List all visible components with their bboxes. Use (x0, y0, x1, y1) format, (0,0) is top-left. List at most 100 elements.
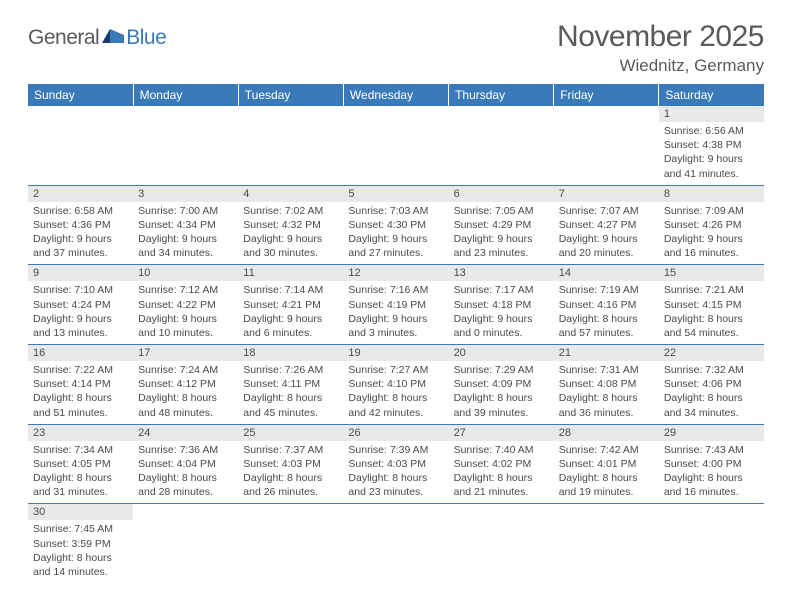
calendar-cell (449, 504, 554, 583)
sunrise-text: Sunrise: 7:12 AM (138, 283, 233, 297)
day-details: Sunrise: 7:36 AMSunset: 4:04 PMDaylight:… (133, 441, 238, 504)
daylight-text: Daylight: 9 hours (559, 232, 654, 246)
day-number: 19 (343, 345, 448, 361)
calendar-week-row: 16Sunrise: 7:22 AMSunset: 4:14 PMDayligh… (28, 345, 764, 425)
calendar-cell: 26Sunrise: 7:39 AMSunset: 4:03 PMDayligh… (343, 424, 448, 504)
sunrise-text: Sunrise: 6:56 AM (664, 124, 759, 138)
sunrise-text: Sunrise: 7:29 AM (454, 363, 549, 377)
sunrise-text: Sunrise: 7:24 AM (138, 363, 233, 377)
day-number: 23 (28, 425, 133, 441)
sunrise-text: Sunrise: 7:14 AM (243, 283, 338, 297)
daylight-text: and 28 minutes. (138, 485, 233, 499)
day-number (238, 504, 343, 520)
sunset-text: Sunset: 4:26 PM (664, 218, 759, 232)
daylight-text: and 57 minutes. (559, 326, 654, 340)
sunset-text: Sunset: 4:04 PM (138, 457, 233, 471)
sunrise-text: Sunrise: 7:42 AM (559, 443, 654, 457)
day-details: Sunrise: 7:24 AMSunset: 4:12 PMDaylight:… (133, 361, 238, 424)
calendar-cell: 29Sunrise: 7:43 AMSunset: 4:00 PMDayligh… (659, 424, 764, 504)
calendar-cell: 23Sunrise: 7:34 AMSunset: 4:05 PMDayligh… (28, 424, 133, 504)
sunrise-text: Sunrise: 7:36 AM (138, 443, 233, 457)
day-details: Sunrise: 6:58 AMSunset: 4:36 PMDaylight:… (28, 202, 133, 265)
sunset-text: Sunset: 4:18 PM (454, 298, 549, 312)
daylight-text: and 20 minutes. (559, 246, 654, 260)
day-details: Sunrise: 7:39 AMSunset: 4:03 PMDaylight:… (343, 441, 448, 504)
day-number: 13 (449, 265, 554, 281)
day-number (28, 106, 133, 122)
day-details: Sunrise: 7:22 AMSunset: 4:14 PMDaylight:… (28, 361, 133, 424)
day-details: Sunrise: 7:43 AMSunset: 4:00 PMDaylight:… (659, 441, 764, 504)
day-number: 27 (449, 425, 554, 441)
day-number (343, 106, 448, 122)
day-number (343, 504, 448, 520)
day-number: 16 (28, 345, 133, 361)
daylight-text: Daylight: 9 hours (138, 312, 233, 326)
calendar-cell: 27Sunrise: 7:40 AMSunset: 4:02 PMDayligh… (449, 424, 554, 504)
daylight-text: Daylight: 9 hours (33, 232, 128, 246)
calendar-body: 1Sunrise: 6:56 AMSunset: 4:38 PMDaylight… (28, 106, 764, 583)
sunset-text: Sunset: 4:21 PM (243, 298, 338, 312)
day-number: 10 (133, 265, 238, 281)
day-number: 22 (659, 345, 764, 361)
logo: General Blue (28, 26, 166, 50)
daylight-text: and 45 minutes. (243, 406, 338, 420)
calendar-cell: 5Sunrise: 7:03 AMSunset: 4:30 PMDaylight… (343, 185, 448, 265)
sunset-text: Sunset: 4:29 PM (454, 218, 549, 232)
daylight-text: Daylight: 9 hours (454, 312, 549, 326)
sunrise-text: Sunrise: 7:07 AM (559, 204, 654, 218)
daylight-text: Daylight: 8 hours (348, 391, 443, 405)
sunrise-text: Sunrise: 7:40 AM (454, 443, 549, 457)
sunrise-text: Sunrise: 7:43 AM (664, 443, 759, 457)
day-number (133, 504, 238, 520)
calendar-cell: 1Sunrise: 6:56 AMSunset: 4:38 PMDaylight… (659, 106, 764, 185)
day-number: 8 (659, 186, 764, 202)
day-details: Sunrise: 7:27 AMSunset: 4:10 PMDaylight:… (343, 361, 448, 424)
calendar-week-row: 1Sunrise: 6:56 AMSunset: 4:38 PMDaylight… (28, 106, 764, 185)
sunset-text: Sunset: 4:01 PM (559, 457, 654, 471)
calendar-cell (343, 504, 448, 583)
calendar-cell: 16Sunrise: 7:22 AMSunset: 4:14 PMDayligh… (28, 345, 133, 425)
day-number: 15 (659, 265, 764, 281)
flag-icon (102, 27, 124, 43)
daylight-text: and 36 minutes. (559, 406, 654, 420)
calendar-cell: 25Sunrise: 7:37 AMSunset: 4:03 PMDayligh… (238, 424, 343, 504)
sunset-text: Sunset: 4:00 PM (664, 457, 759, 471)
day-details: Sunrise: 7:31 AMSunset: 4:08 PMDaylight:… (554, 361, 659, 424)
daylight-text: Daylight: 8 hours (243, 471, 338, 485)
day-details: Sunrise: 7:05 AMSunset: 4:29 PMDaylight:… (449, 202, 554, 265)
daylight-text: Daylight: 8 hours (33, 551, 128, 565)
calendar-table: Sunday Monday Tuesday Wednesday Thursday… (28, 84, 764, 583)
calendar-cell: 24Sunrise: 7:36 AMSunset: 4:04 PMDayligh… (133, 424, 238, 504)
day-number: 29 (659, 425, 764, 441)
sunrise-text: Sunrise: 7:02 AM (243, 204, 338, 218)
day-number: 2 (28, 186, 133, 202)
day-number: 21 (554, 345, 659, 361)
sunset-text: Sunset: 4:34 PM (138, 218, 233, 232)
daylight-text: and 30 minutes. (243, 246, 338, 260)
calendar-cell: 30Sunrise: 7:45 AMSunset: 3:59 PMDayligh… (28, 504, 133, 583)
weekday-header: Saturday (659, 84, 764, 106)
sunrise-text: Sunrise: 7:32 AM (664, 363, 759, 377)
sunrise-text: Sunrise: 7:16 AM (348, 283, 443, 297)
sunset-text: Sunset: 4:05 PM (33, 457, 128, 471)
day-details: Sunrise: 7:16 AMSunset: 4:19 PMDaylight:… (343, 281, 448, 344)
daylight-text: Daylight: 9 hours (33, 312, 128, 326)
calendar-cell (238, 504, 343, 583)
calendar-cell: 4Sunrise: 7:02 AMSunset: 4:32 PMDaylight… (238, 185, 343, 265)
daylight-text: Daylight: 8 hours (559, 312, 654, 326)
day-number (133, 106, 238, 122)
day-details: Sunrise: 7:37 AMSunset: 4:03 PMDaylight:… (238, 441, 343, 504)
daylight-text: Daylight: 8 hours (664, 312, 759, 326)
sunset-text: Sunset: 4:27 PM (559, 218, 654, 232)
day-number (659, 504, 764, 520)
sunrise-text: Sunrise: 7:22 AM (33, 363, 128, 377)
calendar-cell: 9Sunrise: 7:10 AMSunset: 4:24 PMDaylight… (28, 265, 133, 345)
daylight-text: and 16 minutes. (664, 485, 759, 499)
sunset-text: Sunset: 4:22 PM (138, 298, 233, 312)
location: Wiednitz, Germany (557, 56, 764, 76)
day-details: Sunrise: 7:03 AMSunset: 4:30 PMDaylight:… (343, 202, 448, 265)
daylight-text: Daylight: 8 hours (454, 471, 549, 485)
day-number: 12 (343, 265, 448, 281)
day-details: Sunrise: 7:07 AMSunset: 4:27 PMDaylight:… (554, 202, 659, 265)
day-number: 14 (554, 265, 659, 281)
